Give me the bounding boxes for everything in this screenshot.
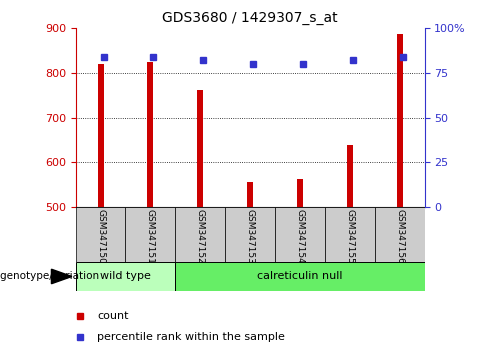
Text: calreticulin null: calreticulin null xyxy=(257,272,343,281)
Bar xyxy=(197,90,203,207)
Bar xyxy=(325,207,375,262)
Bar xyxy=(147,62,153,207)
Text: count: count xyxy=(97,311,129,321)
Text: GSM347156: GSM347156 xyxy=(395,209,404,264)
Text: wild type: wild type xyxy=(100,272,151,281)
Bar xyxy=(175,262,425,291)
Text: GSM347152: GSM347152 xyxy=(196,209,205,263)
Bar xyxy=(76,207,125,262)
Bar xyxy=(76,262,175,291)
Polygon shape xyxy=(51,269,72,284)
Text: GSM347153: GSM347153 xyxy=(245,209,255,264)
Text: GSM347150: GSM347150 xyxy=(96,209,105,264)
Bar xyxy=(247,182,253,207)
Bar xyxy=(347,145,353,207)
Bar xyxy=(175,207,225,262)
Text: genotype/variation: genotype/variation xyxy=(0,272,102,281)
Title: GDS3680 / 1429307_s_at: GDS3680 / 1429307_s_at xyxy=(163,11,338,24)
Bar xyxy=(297,179,303,207)
Bar xyxy=(98,64,103,207)
Bar xyxy=(375,207,425,262)
Text: GSM347151: GSM347151 xyxy=(146,209,155,264)
Text: GSM347155: GSM347155 xyxy=(346,209,354,264)
Bar xyxy=(397,34,403,207)
Text: percentile rank within the sample: percentile rank within the sample xyxy=(97,332,285,342)
Bar xyxy=(225,207,275,262)
Bar xyxy=(275,207,325,262)
Bar xyxy=(125,207,175,262)
Text: GSM347154: GSM347154 xyxy=(295,209,305,263)
